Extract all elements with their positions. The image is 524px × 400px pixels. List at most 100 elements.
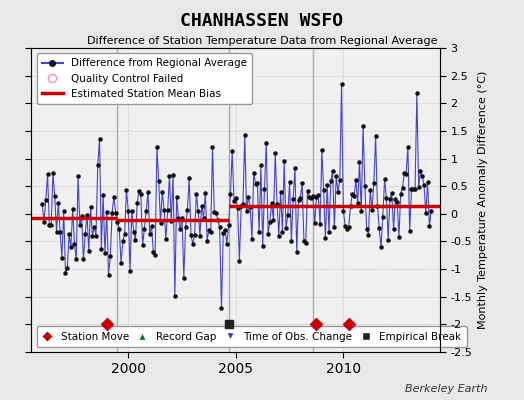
Point: [244, 194, 253, 200]
Point: [224, 222, 233, 228]
Point: [359, 122, 367, 129]
Point: [363, 225, 371, 232]
Point: [325, 229, 333, 235]
Point: [318, 147, 326, 154]
Point: [380, 176, 389, 182]
Point: [115, 226, 124, 232]
Point: [210, 209, 219, 215]
Point: [117, 260, 125, 266]
Point: [108, 209, 116, 216]
Point: [235, 258, 244, 264]
Point: [296, 195, 304, 201]
Point: [423, 179, 432, 185]
Point: [332, 173, 341, 179]
Point: [49, 170, 57, 176]
Point: [411, 186, 419, 192]
Point: [158, 188, 167, 195]
Point: [176, 226, 184, 232]
Point: [414, 184, 423, 191]
Point: [352, 177, 360, 183]
Point: [43, 171, 52, 178]
Point: [301, 240, 310, 247]
Point: [248, 236, 256, 242]
Point: [346, 203, 355, 209]
Point: [253, 180, 261, 186]
Point: [406, 228, 414, 234]
Point: [165, 173, 173, 180]
Point: [185, 175, 193, 181]
Point: [320, 187, 328, 194]
Point: [63, 265, 71, 271]
Point: [307, 195, 315, 202]
Point: [178, 215, 186, 221]
Point: [138, 241, 147, 248]
Point: [341, 222, 350, 229]
Point: [83, 212, 91, 218]
Point: [88, 232, 96, 239]
Point: [152, 144, 161, 151]
Point: [69, 206, 77, 212]
Point: [196, 232, 204, 239]
Point: [67, 244, 75, 250]
Point: [95, 136, 104, 142]
Point: [90, 224, 99, 230]
Point: [269, 217, 278, 223]
Point: [226, 191, 235, 197]
Point: [135, 188, 143, 194]
Point: [56, 228, 64, 235]
Point: [214, 217, 222, 224]
Point: [345, 224, 353, 230]
Point: [283, 212, 292, 218]
Point: [368, 207, 376, 214]
Point: [122, 187, 130, 193]
Point: [60, 208, 68, 214]
Point: [260, 186, 269, 192]
Point: [271, 150, 279, 156]
Point: [187, 232, 195, 238]
Point: [395, 234, 403, 240]
Point: [312, 194, 321, 200]
Point: [181, 224, 190, 230]
Point: [104, 271, 113, 278]
Point: [113, 218, 122, 225]
Point: [156, 219, 165, 226]
Point: [420, 182, 428, 188]
Point: [309, 192, 317, 199]
Legend: Station Move, Record Gap, Time of Obs. Change, Empirical Break: Station Move, Record Gap, Time of Obs. C…: [37, 326, 467, 347]
Point: [252, 181, 260, 187]
Point: [314, 192, 322, 199]
Point: [393, 199, 401, 205]
Point: [303, 187, 312, 194]
Point: [339, 208, 347, 214]
Point: [40, 219, 48, 226]
Point: [397, 190, 405, 197]
Point: [355, 159, 364, 165]
Point: [144, 189, 152, 196]
Point: [174, 215, 183, 221]
Point: [92, 232, 100, 239]
Point: [389, 226, 398, 232]
Text: CHANHASSEN WSFO: CHANHASSEN WSFO: [180, 12, 344, 30]
Point: [86, 204, 95, 211]
Point: [388, 190, 396, 196]
Point: [79, 256, 88, 262]
Point: [101, 250, 109, 256]
Point: [52, 228, 61, 235]
Point: [121, 230, 129, 237]
Point: [58, 255, 66, 261]
Point: [172, 194, 181, 200]
Point: [321, 235, 330, 241]
Point: [171, 292, 179, 299]
Point: [255, 228, 263, 235]
Point: [286, 179, 294, 185]
Point: [233, 204, 242, 211]
Point: [84, 248, 93, 254]
Point: [167, 218, 176, 225]
Text: Difference of Station Temperature Data from Regional Average: Difference of Station Temperature Data f…: [87, 36, 437, 46]
Point: [334, 189, 342, 195]
Point: [162, 236, 170, 242]
Point: [61, 270, 70, 276]
Point: [47, 222, 56, 228]
Point: [403, 144, 412, 151]
Point: [223, 240, 231, 247]
